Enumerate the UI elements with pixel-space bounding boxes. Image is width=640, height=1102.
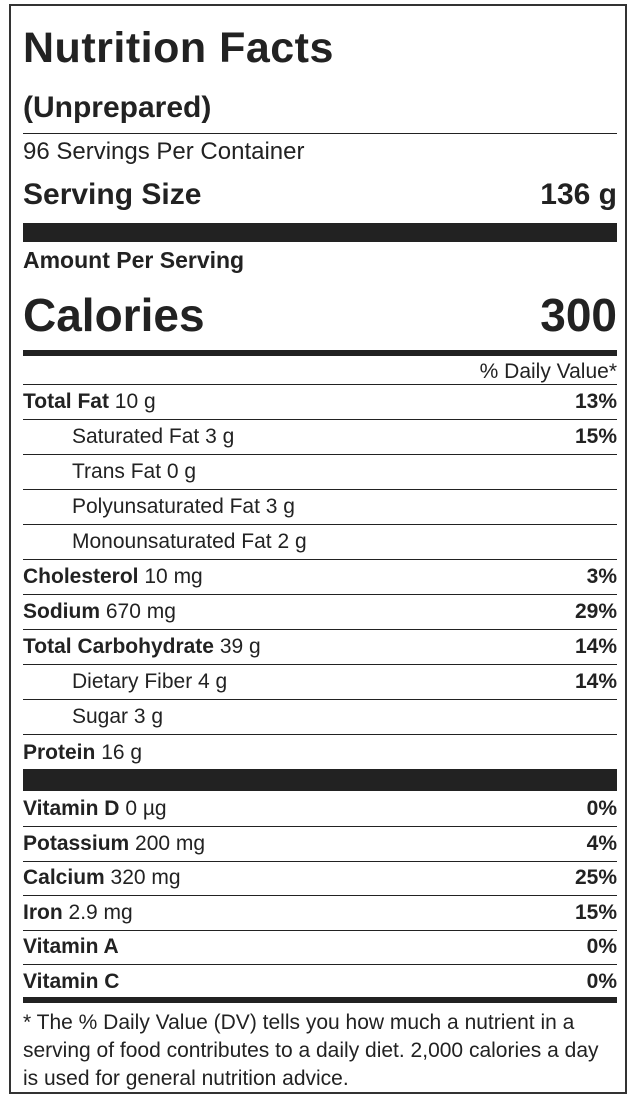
nutrient: Protein 16 g [23,741,142,765]
nutrient-name: Total Carbohydrate [23,635,214,658]
nutrient: Trans Fat 0 g [23,460,196,484]
nutrient-name: Calcium [23,866,105,890]
amount-per-serving: Amount Per Serving [23,247,245,273]
nutrient: Vitamin A [23,935,119,959]
nutrient-amount: 670 mg [105,600,176,623]
nutrient-row: Vitamin C 0% [23,965,617,1000]
daily-value: 14% [574,635,617,658]
vitamin-rows: Vitamin D 0 µg 0% Potassium 200 mg 4% Calciu… [23,791,617,1000]
nutrient: Potassium 200 mg [23,832,205,856]
nutrient-amount: 10 mg [144,565,203,588]
nutrient-name: Vitamin A [23,935,119,959]
daily-value: 0% [586,935,617,959]
daily-value: 13% [574,390,617,413]
nutrient-amount: 0 µg [125,796,167,820]
thick-rule [23,223,617,242]
nutrient: Vitamin D 0 µg [23,797,167,821]
daily-value: 0% [586,796,617,820]
calories-label: Calories [23,289,205,341]
nutrient-rows: Total Fat 10 g 13% Saturated Fat 3 g 15% Tra… [23,385,617,770]
nutrient: Dietary Fiber 4 g [23,670,227,694]
daily-value: 4% [586,831,617,855]
nutrient: Iron 2.9 mg [23,901,133,925]
daily-value: 29% [574,600,617,623]
nutrient-amount: 39 g [219,635,261,658]
nutrient-row: Potassium 200 mg 4% [23,827,617,862]
nutrient-name: Polyunsaturated Fat [72,495,260,518]
nutrient-row: Dietary Fiber 4 g 14% [23,665,617,700]
daily-value: 14% [574,670,617,693]
thick-rule [23,769,617,791]
calories: Calories 300 [23,288,617,342]
nutrient-name: Monounsaturated Fat [72,530,272,553]
nutrient-name: Dietary Fiber [72,670,193,693]
nutrient-row: Polyunsaturated Fat 3 g [23,490,617,525]
nutrient-amount: 3 g [133,705,164,728]
thick-rule [23,350,617,356]
nutrient-amount: 4 g [198,670,228,693]
nutrient-amount: 10 g [114,390,156,413]
nutrient: Vitamin C [23,970,119,994]
nutrient-amount: 0 g [166,460,197,483]
nutrient-row: Sugar 3 g [23,700,617,735]
serving-size-label: Serving Size [23,178,202,211]
subtitle: (Unprepared) [23,91,212,124]
title: Nutrition Facts [23,24,334,72]
rule [23,384,617,385]
nutrient-row: Calcium 320 mg 25% [23,862,617,896]
nutrient-row: Vitamin D 0 µg 0% [23,791,617,827]
nutrient: Sodium 670 mg [23,600,176,624]
daily-value: 3% [586,565,617,588]
nutrient-row: Trans Fat 0 g [23,455,617,490]
nutrient-amount: 320 mg [110,866,181,890]
nutrient-name: Sodium [23,600,100,623]
nutrient-amount: 200 mg [135,831,206,855]
nutrient: Sugar 3 g [23,705,163,729]
nutrient-amount: 3 g [205,425,235,448]
nutrient-row: Total Carbohydrate 39 g 14% [23,630,617,665]
nutrition-label: Nutrition Facts (Unprepared) 96 Servings… [9,4,627,1094]
nutrient: Total Fat 10 g [23,390,156,414]
nutrient-name: Potassium [23,831,130,855]
nutrient-name: Total Fat [23,390,109,413]
nutrient-name: Vitamin C [23,970,120,994]
nutrient-row: Total Fat 10 g 13% [23,385,617,420]
nutrient-row: Iron 2.9 mg 15% [23,896,617,931]
nutrient-row: Sodium 670 mg 29% [23,595,617,630]
thick-rule [23,997,617,1003]
nutrient-amount: 16 g [101,740,143,764]
nutrient-row: Cholesterol 10 mg 3% [23,560,617,595]
nutrient-row: Protein 16 g [23,735,617,770]
daily-value-header: % Daily Value* [479,360,617,383]
rule [23,133,617,134]
nutrient-row: Monounsaturated Fat 2 g [23,525,617,560]
nutrient-name: Iron [23,900,63,924]
nutrient: Total Carbohydrate 39 g [23,635,261,659]
nutrient-name: Vitamin D [23,796,120,820]
nutrient: Monounsaturated Fat 2 g [23,530,307,554]
nutrient-name: Sugar [72,705,129,728]
nutrient: Polyunsaturated Fat 3 g [23,495,295,519]
serving-size: Serving Size 136 g [23,178,617,212]
nutrient-amount: 2 g [277,530,307,553]
nutrient-amount: 3 g [265,495,295,518]
nutrient-row: Saturated Fat 3 g 15% [23,420,617,455]
nutrient-row: Vitamin A 0% [23,931,617,965]
footnote: * The % Daily Value (DV) tells you how m… [23,1011,599,1090]
nutrient-name: Protein [23,740,96,764]
nutrient: Calcium 320 mg [23,866,181,890]
daily-value: 25% [574,866,617,890]
serving-size-value: 136 g [540,178,617,211]
nutrient-name: Cholesterol [23,565,139,588]
daily-value: 15% [574,900,617,924]
nutrient: Cholesterol 10 mg [23,565,203,589]
nutrient-amount: 2.9 mg [68,900,133,924]
daily-value: 0% [586,970,617,994]
nutrient-name: Saturated Fat [72,425,200,448]
servings: 96 Servings Per Container [23,138,305,165]
nutrient-name: Trans Fat [72,460,162,483]
daily-value: 15% [574,425,617,448]
calories-value: 300 [540,289,617,341]
nutrient: Saturated Fat 3 g [23,425,234,449]
